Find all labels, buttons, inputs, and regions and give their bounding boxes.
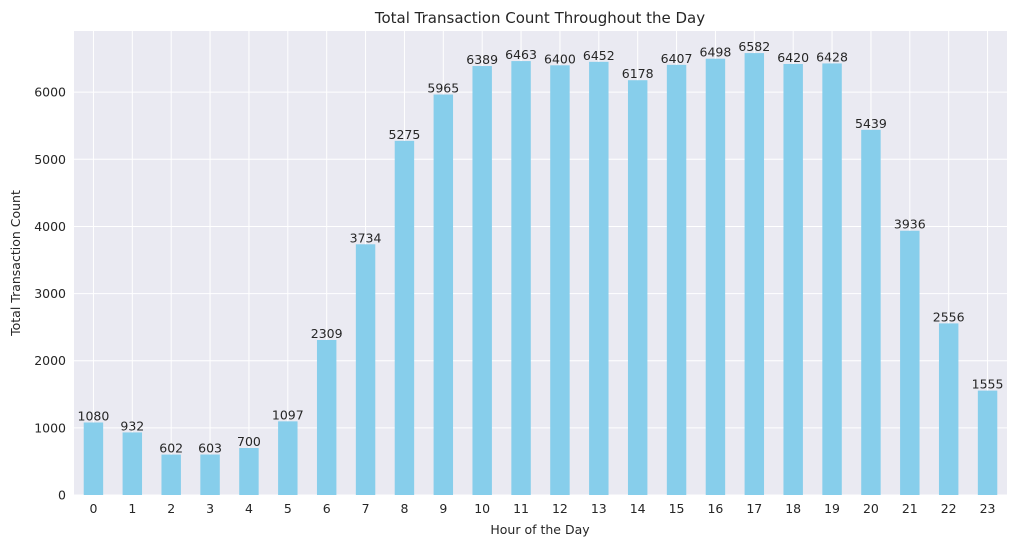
x-tick-label: 1 (128, 501, 136, 516)
bar-hour-1 (122, 432, 143, 495)
x-tick-label: 2 (167, 501, 175, 516)
x-tick-label: 18 (785, 501, 801, 516)
x-tick-label: 19 (824, 501, 840, 516)
bar-hour-4 (239, 448, 259, 495)
data-label: 5275 (389, 127, 421, 142)
data-label: 6400 (544, 51, 576, 66)
chart-title: Total Transaction Count Throughout the D… (374, 9, 705, 27)
x-tick-label: 6 (323, 501, 331, 516)
bar-hour-17 (744, 53, 765, 496)
data-label: 1097 (272, 407, 304, 422)
x-tick-label: 20 (863, 501, 879, 516)
y-tick-label: 3000 (34, 286, 66, 301)
data-label: 6463 (505, 47, 537, 62)
data-label: 6178 (622, 66, 654, 81)
x-tick-label: 9 (439, 501, 447, 516)
bar-hour-22 (938, 323, 959, 495)
data-label: 603 (198, 441, 222, 456)
data-label: 2309 (311, 326, 343, 341)
bar-hour-21 (900, 230, 920, 495)
bar-hour-2 (161, 454, 181, 495)
x-tick-label: 7 (362, 501, 370, 516)
data-label: 6428 (816, 49, 848, 64)
x-tick-label: 15 (669, 501, 685, 516)
plot-area (74, 31, 1007, 495)
data-label: 6582 (738, 39, 770, 54)
x-tick-label: 0 (89, 501, 97, 516)
bar-hour-23 (977, 390, 998, 495)
x-axis-label: Hour of the Day (490, 522, 590, 537)
data-label: 1080 (78, 408, 110, 423)
data-label: 932 (120, 418, 144, 433)
x-tick-label: 3 (206, 501, 214, 516)
data-label: 6420 (777, 50, 809, 65)
data-label: 3936 (894, 217, 926, 232)
bar-hour-9 (433, 94, 454, 495)
bar-hour-6 (316, 339, 337, 495)
y-tick-label: 2000 (34, 353, 66, 368)
data-label: 602 (159, 441, 183, 456)
y-tick-label: 0 (58, 488, 66, 503)
bar-hour-16 (705, 58, 726, 496)
x-tick-label: 8 (400, 501, 408, 516)
data-label: 6452 (583, 48, 615, 63)
data-label: 5965 (427, 81, 459, 96)
bars (83, 53, 998, 496)
x-tick-label: 10 (474, 501, 490, 516)
x-tick-label: 13 (591, 501, 607, 516)
data-label: 5439 (855, 116, 887, 131)
x-tick-label: 16 (707, 501, 723, 516)
y-tick-label: 5000 (34, 152, 66, 167)
bar-hour-7 (355, 244, 376, 495)
data-label: 1555 (972, 377, 1004, 392)
x-tick-label: 11 (513, 501, 529, 516)
bar-hour-11 (511, 61, 531, 495)
bar-hour-18 (783, 63, 803, 495)
bar-hour-12 (550, 65, 570, 496)
x-tick-label: 21 (902, 501, 918, 516)
data-label: 6407 (661, 51, 693, 66)
bar-hour-3 (200, 454, 220, 495)
bar-hour-10 (472, 66, 492, 495)
data-label: 6389 (466, 52, 498, 67)
x-tick-label: 14 (630, 501, 646, 516)
bar-hour-0 (83, 422, 104, 495)
data-label: 700 (237, 434, 261, 449)
bar-hour-13 (589, 61, 609, 496)
bar-hour-15 (666, 64, 687, 495)
bar-hour-14 (627, 80, 648, 495)
bar-hour-20 (861, 129, 881, 496)
y-tick-labels: 0 1000 2000 3000 4000 5000 6000 (34, 85, 66, 503)
data-label: 6498 (700, 45, 732, 60)
y-tick-label: 4000 (34, 219, 66, 234)
x-tick-label: 4 (245, 501, 253, 516)
data-label: 2556 (933, 309, 965, 324)
y-axis-label: Total Transaction Count (8, 190, 23, 337)
bar-hour-5 (278, 421, 298, 495)
bar-hour-19 (822, 63, 842, 495)
x-tick-label: 22 (941, 501, 957, 516)
x-tick-labels: 0 1 2 3 4 5 6 7 8 9 10 11 12 13 14 15 16 17 18 19 20 21 22 23 (89, 501, 995, 516)
x-tick-label: 17 (746, 501, 762, 516)
data-label: 3734 (350, 230, 382, 245)
data-labels: 1080 932 602 603 700 1097 2309 3734 5275 5965 6389… (78, 39, 1004, 455)
x-tick-label: 23 (980, 501, 996, 516)
y-tick-label: 1000 (34, 420, 66, 435)
x-tick-label: 12 (552, 501, 568, 516)
x-tick-label: 5 (284, 501, 292, 516)
y-tick-label: 6000 (34, 85, 66, 100)
bar-hour-8 (394, 140, 415, 495)
